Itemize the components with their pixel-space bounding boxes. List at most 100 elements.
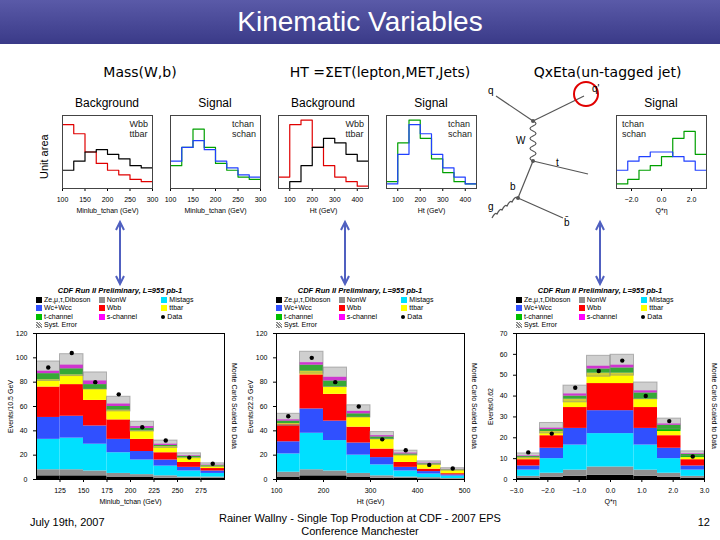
svg-text:200: 200: [210, 196, 222, 203]
html-text:Mass(W,b): Mass(W,b): [103, 64, 177, 80]
svg-text:60: 60: [20, 403, 28, 410]
html-text:Signal: Signal: [414, 96, 448, 110]
html-text:Signal: Signal: [198, 96, 232, 110]
html-text:schan: schan: [232, 129, 256, 139]
svg-text:40: 40: [20, 427, 28, 434]
svg-text:175: 175: [101, 487, 113, 494]
html-text:Qx​Eta(un-tagged jet): Qx​Eta(un-tagged jet): [533, 64, 682, 80]
svg-text:Ht (GeV): Ht (GeV): [418, 207, 446, 215]
svg-text:125: 125: [54, 487, 66, 494]
svg-text:Q*η: Q*η: [604, 498, 616, 506]
svg-text:Ht (GeV): Ht (GeV): [357, 498, 385, 506]
svg-text:100: 100: [16, 354, 28, 361]
svg-text:g: g: [488, 201, 494, 212]
svg-text:300: 300: [147, 196, 159, 203]
svg-text:0.0: 0.0: [657, 196, 667, 203]
svg-text:120: 120: [16, 330, 28, 337]
svg-text:60: 60: [500, 351, 508, 358]
svg-text:0: 0: [264, 476, 268, 483]
svg-text:200: 200: [414, 196, 426, 203]
html-text:Signal: Signal: [644, 96, 678, 110]
svg-text:Minlub_tchan (GeV): Minlub_tchan (GeV): [76, 207, 138, 215]
svg-text:−1.0: −1.0: [572, 487, 586, 494]
svg-text:−2.0: −2.0: [625, 196, 639, 203]
svg-text:Events/10.5 GeV: Events/10.5 GeV: [7, 380, 14, 433]
svg-text:q: q: [488, 85, 494, 96]
svg-text:2.0: 2.0: [687, 196, 697, 203]
svg-text:275: 275: [195, 487, 207, 494]
svg-text:150: 150: [187, 196, 199, 203]
svg-text:20: 20: [500, 434, 508, 441]
svg-text:200: 200: [125, 487, 137, 494]
svg-text:120: 120: [256, 330, 268, 337]
svg-text:200: 200: [102, 196, 114, 203]
svg-text:100: 100: [165, 196, 177, 203]
svg-text:70: 70: [500, 330, 508, 337]
svg-text:50: 50: [500, 371, 508, 378]
svg-text:Events/0.62: Events/0.62: [487, 388, 494, 425]
svg-text:100: 100: [284, 196, 296, 203]
svg-text:250: 250: [124, 196, 136, 203]
svg-text:40: 40: [260, 427, 268, 434]
svg-text:Ht (GeV): Ht (GeV): [310, 207, 338, 215]
html-text:July 19th, 2007: July 19th, 2007: [30, 516, 105, 528]
svg-text:3.0: 3.0: [700, 487, 710, 494]
svg-text:60: 60: [260, 403, 268, 410]
html-text:ttbar: ttbar: [345, 129, 364, 139]
html-text:Background: Background: [291, 96, 355, 110]
svg-text:30: 30: [500, 413, 508, 420]
svg-text:150: 150: [79, 196, 91, 203]
svg-text:225: 225: [148, 487, 160, 494]
svg-text:2.0: 2.0: [668, 487, 678, 494]
svg-text:0.0: 0.0: [606, 487, 616, 494]
svg-text:W: W: [516, 135, 526, 146]
html-text:ttbar: ttbar: [129, 129, 148, 139]
svg-text:300: 300: [255, 196, 267, 203]
svg-text:Q*η: Q*η: [655, 207, 667, 215]
svg-text:400: 400: [459, 196, 471, 203]
svg-text:q': q': [592, 83, 600, 94]
svg-text:500: 500: [459, 487, 471, 494]
svg-text:−2.0: −2.0: [541, 487, 555, 494]
svg-text:400: 400: [351, 196, 363, 203]
svg-text:100: 100: [57, 196, 69, 203]
html-text:HT =ΣET(lepton,MET,Jets): HT =ΣET(lepton,MET,Jets): [289, 64, 471, 80]
svg-text:80: 80: [20, 378, 28, 385]
svg-text:20: 20: [20, 451, 28, 458]
html-text:Unit area: Unit area: [38, 134, 50, 180]
svg-text:40: 40: [500, 392, 508, 399]
svg-text:200: 200: [306, 196, 318, 203]
svg-text:300: 300: [329, 196, 341, 203]
svg-text:150: 150: [78, 487, 90, 494]
html-text:Background: Background: [75, 96, 139, 110]
svg-text:0: 0: [24, 476, 28, 483]
svg-text:100: 100: [271, 487, 283, 494]
svg-text:Minlub_tchan (GeV): Minlub_tchan (GeV): [99, 498, 161, 506]
svg-text:10: 10: [500, 455, 508, 462]
svg-text:1.0: 1.0: [637, 487, 647, 494]
svg-text:200: 200: [318, 487, 330, 494]
html-text:Wbb: Wbb: [129, 119, 148, 129]
svg-text:300: 300: [365, 487, 377, 494]
svg-text:b: b: [510, 181, 516, 192]
html-text:12: 12: [697, 516, 710, 528]
html-text:tchan: tchan: [232, 119, 254, 129]
html-text:Conference Manchester: Conference Manchester: [301, 525, 419, 537]
html-text:Wbb: Wbb: [345, 119, 364, 129]
svg-text:−3.0: −3.0: [510, 487, 524, 494]
svg-text:250: 250: [172, 487, 184, 494]
svg-text:b̄: b̄: [564, 216, 570, 228]
svg-text:100: 100: [392, 196, 404, 203]
svg-text:Minlub_tchan (GeV): Minlub_tchan (GeV): [184, 207, 246, 215]
svg-text:250: 250: [232, 196, 244, 203]
svg-text:0: 0: [504, 476, 508, 483]
html-text:Kinematic Variables: Kinematic Variables: [237, 6, 483, 37]
svg-text:Events/22.5 GeV: Events/22.5 GeV: [247, 380, 254, 433]
svg-text:400: 400: [412, 487, 424, 494]
svg-text:80: 80: [260, 378, 268, 385]
svg-text:20: 20: [260, 451, 268, 458]
svg-text:t: t: [556, 157, 559, 168]
svg-text:300: 300: [437, 196, 449, 203]
svg-text:100: 100: [256, 354, 268, 361]
html-text:Rainer Wallny - Single Top Pro: Rainer Wallny - Single Top Production at…: [219, 512, 501, 524]
